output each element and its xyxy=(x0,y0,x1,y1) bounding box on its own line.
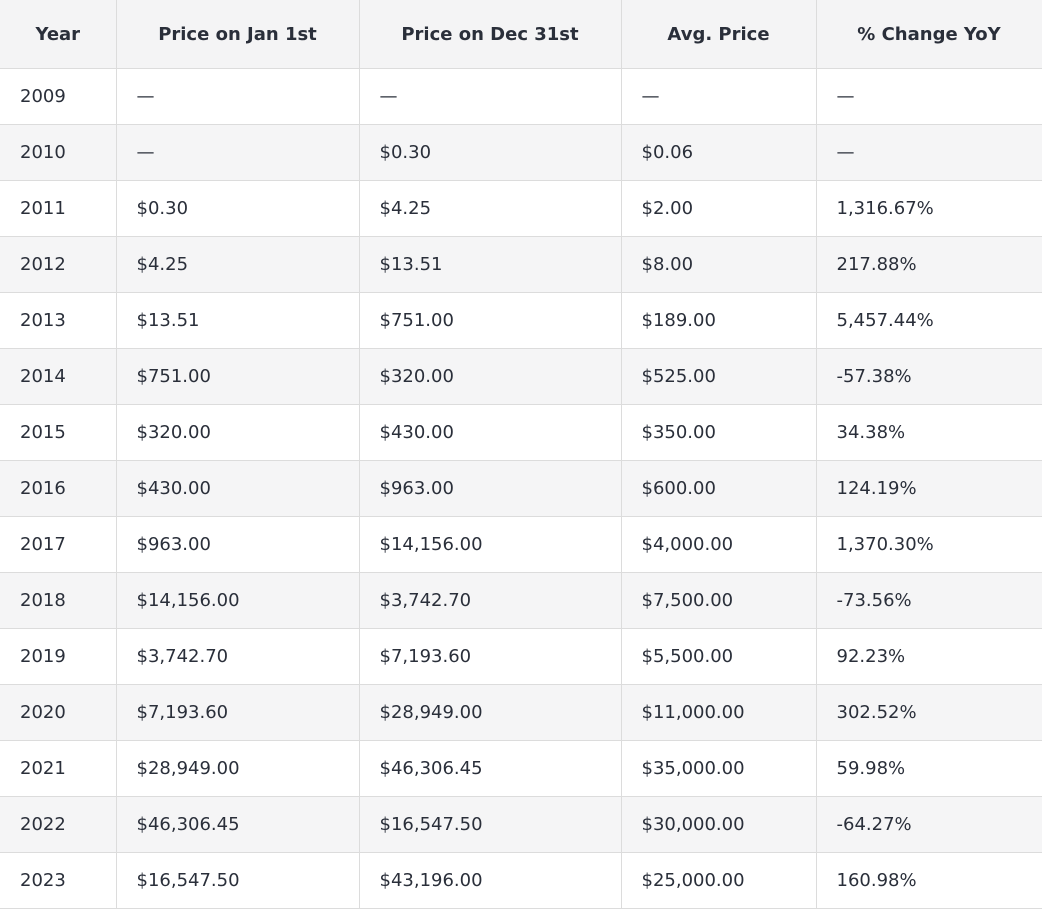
table-row: 2018 $14,156.00 $3,742.70 $7,500.00 -73.56% xyxy=(0,572,1042,629)
header-change-yoy: % Change YoY xyxy=(815,0,1042,69)
cell-avg-price: $11,000.00 xyxy=(620,684,817,741)
cell-change-yoy: -57.38% xyxy=(815,348,1042,405)
cell-price-dec-31: $3,742.70 xyxy=(358,572,622,629)
cell-year: 2016 xyxy=(0,460,117,517)
cell-price-jan-1: $14,156.00 xyxy=(115,572,360,629)
cell-price-dec-31: $0.30 xyxy=(358,124,622,181)
cell-price-dec-31: — xyxy=(358,68,622,125)
cell-price-jan-1: $0.30 xyxy=(115,180,360,237)
cell-year: 2011 xyxy=(0,180,117,237)
cell-price-jan-1: $430.00 xyxy=(115,460,360,517)
cell-year: 2022 xyxy=(0,796,117,853)
cell-price-dec-31: $13.51 xyxy=(358,236,622,293)
cell-avg-price: $5,500.00 xyxy=(620,628,817,685)
cell-year: 2010 xyxy=(0,124,117,181)
cell-price-jan-1: $46,306.45 xyxy=(115,796,360,853)
cell-price-dec-31: $320.00 xyxy=(358,348,622,405)
cell-price-dec-31: $430.00 xyxy=(358,404,622,461)
table-row: 2009— — — — xyxy=(0,68,1042,125)
cell-price-jan-1: $28,949.00 xyxy=(115,740,360,797)
cell-change-yoy: — xyxy=(815,68,1042,125)
cell-year: 2017 xyxy=(0,516,117,573)
cell-avg-price: $25,000.00 xyxy=(620,852,817,909)
cell-change-yoy: 92.23% xyxy=(815,628,1042,685)
cell-avg-price: $600.00 xyxy=(620,460,817,517)
cell-price-dec-31: $4.25 xyxy=(358,180,622,237)
cell-avg-price: $30,000.00 xyxy=(620,796,817,853)
table-row: 2020 $7,193.60 $28,949.00 $11,000.00 302.52% xyxy=(0,684,1042,741)
header-row: Year Price on Jan 1st Price on Dec 31st … xyxy=(0,0,1042,69)
cell-price-jan-1: $4.25 xyxy=(115,236,360,293)
cell-change-yoy: 1,316.67% xyxy=(815,180,1042,237)
cell-price-jan-1: — xyxy=(115,124,360,181)
cell-avg-price: $350.00 xyxy=(620,404,817,461)
cell-year: 2019 xyxy=(0,628,117,685)
table-row: 2014 $751.00 $320.00 $525.00 -57.38% xyxy=(0,348,1042,405)
cell-price-jan-1: $963.00 xyxy=(115,516,360,573)
table-row: 2023 $16,547.50 $43,196.00 $25,000.00 160.98… xyxy=(0,852,1042,909)
cell-change-yoy: 217.88% xyxy=(815,236,1042,293)
cell-price-jan-1: $13.51 xyxy=(115,292,360,349)
cell-year: 2012 xyxy=(0,236,117,293)
cell-avg-price: $0.06 xyxy=(620,124,817,181)
cell-year: 2021 xyxy=(0,740,117,797)
cell-price-dec-31: $46,306.45 xyxy=(358,740,622,797)
cell-change-yoy: 59.98% xyxy=(815,740,1042,797)
table-row: 2012 $4.25 $13.51 $8.00 217.88% xyxy=(0,236,1042,293)
cell-avg-price: $4,000.00 xyxy=(620,516,817,573)
cell-price-dec-31: $963.00 xyxy=(358,460,622,517)
cell-price-jan-1: $751.00 xyxy=(115,348,360,405)
table-row: 2011 $0.30 $4.25 $2.00 1,316.67% xyxy=(0,180,1042,237)
cell-year: 2009 xyxy=(0,68,117,125)
cell-price-dec-31: $16,547.50 xyxy=(358,796,622,853)
cell-change-yoy: — xyxy=(815,124,1042,181)
table-header: Year Price on Jan 1st Price on Dec 31st … xyxy=(0,0,1042,69)
cell-price-jan-1: $16,547.50 xyxy=(115,852,360,909)
cell-change-yoy: -64.27% xyxy=(815,796,1042,853)
cell-avg-price: $189.00 xyxy=(620,292,817,349)
cell-year: 2018 xyxy=(0,572,117,629)
cell-year: 2015 xyxy=(0,404,117,461)
table-row: 2016 $430.00 $963.00 $600.00 124.19% xyxy=(0,460,1042,517)
header-price-jan-1: Price on Jan 1st xyxy=(115,0,360,69)
cell-price-dec-31: $43,196.00 xyxy=(358,852,622,909)
cell-year: 2014 xyxy=(0,348,117,405)
cell-price-jan-1: $320.00 xyxy=(115,404,360,461)
header-year: Year xyxy=(0,0,117,69)
cell-price-dec-31: $7,193.60 xyxy=(358,628,622,685)
cell-avg-price: $2.00 xyxy=(620,180,817,237)
table-row: 2013 $13.51 $751.00 $189.00 5,457.44% xyxy=(0,292,1042,349)
table-row: 2022 $46,306.45 $16,547.50 $30,000.00 -64.27… xyxy=(0,796,1042,853)
cell-avg-price: — xyxy=(620,68,817,125)
cell-change-yoy: 5,457.44% xyxy=(815,292,1042,349)
cell-price-dec-31: $14,156.00 xyxy=(358,516,622,573)
cell-price-jan-1: — xyxy=(115,68,360,125)
table-row: 2021 $28,949.00 $46,306.45 $35,000.00 59.98% xyxy=(0,740,1042,797)
cell-price-jan-1: $7,193.60 xyxy=(115,684,360,741)
table-body: 2009— — — —2010— $0.30 $0.06—2011 $0.30 $4.25 $2… xyxy=(0,68,1042,909)
cell-change-yoy: 302.52% xyxy=(815,684,1042,741)
cell-avg-price: $525.00 xyxy=(620,348,817,405)
cell-change-yoy: 124.19% xyxy=(815,460,1042,517)
cell-avg-price: $35,000.00 xyxy=(620,740,817,797)
cell-avg-price: $7,500.00 xyxy=(620,572,817,629)
table-row: 2017 $963.00 $14,156.00 $4,000.00 1,370.30% xyxy=(0,516,1042,573)
table-row: 2015 $320.00 $430.00 $350.00 34.38% xyxy=(0,404,1042,461)
cell-year: 2023 xyxy=(0,852,117,909)
cell-change-yoy: 160.98% xyxy=(815,852,1042,909)
cell-price-jan-1: $3,742.70 xyxy=(115,628,360,685)
cell-price-dec-31: $28,949.00 xyxy=(358,684,622,741)
cell-year: 2020 xyxy=(0,684,117,741)
cell-change-yoy: 1,370.30% xyxy=(815,516,1042,573)
cell-year: 2013 xyxy=(0,292,117,349)
table-row: 2019 $3,742.70 $7,193.60 $5,500.00 92.23% xyxy=(0,628,1042,685)
cell-price-dec-31: $751.00 xyxy=(358,292,622,349)
table-row: 2010— $0.30 $0.06— xyxy=(0,124,1042,181)
header-avg-price: Avg. Price xyxy=(620,0,817,69)
header-price-dec-31: Price on Dec 31st xyxy=(358,0,622,69)
cell-change-yoy: 34.38% xyxy=(815,404,1042,461)
cell-change-yoy: -73.56% xyxy=(815,572,1042,629)
cell-avg-price: $8.00 xyxy=(620,236,817,293)
